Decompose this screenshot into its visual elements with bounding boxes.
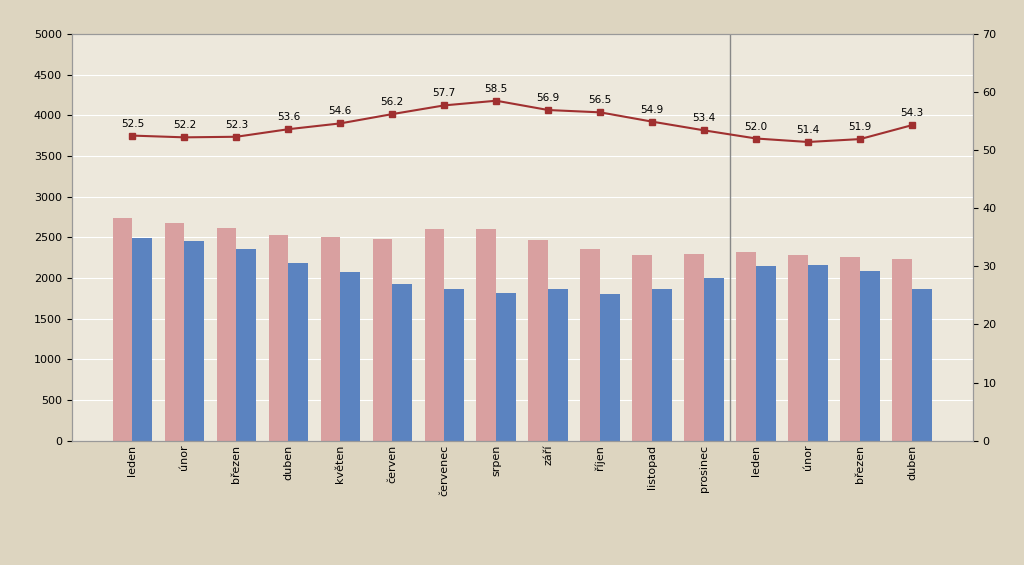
Bar (425, 229, 444, 441)
Bar (808, 265, 827, 441)
Bar (165, 223, 184, 441)
Bar (476, 229, 497, 441)
Bar (392, 284, 412, 441)
Text: 54.9: 54.9 (641, 105, 664, 115)
Bar (600, 294, 620, 441)
Text: 56.2: 56.2 (381, 97, 403, 107)
Bar (581, 249, 600, 441)
Bar (497, 293, 516, 441)
Bar (321, 237, 340, 441)
Text: 54.6: 54.6 (329, 106, 352, 116)
Bar (132, 238, 153, 441)
Bar (289, 263, 308, 441)
Bar (340, 272, 360, 441)
Text: 53.4: 53.4 (692, 114, 716, 123)
Text: 52.5: 52.5 (121, 119, 144, 129)
Bar (113, 218, 132, 441)
Bar (548, 289, 568, 441)
Text: 57.7: 57.7 (433, 89, 456, 98)
Bar (528, 240, 548, 441)
Bar (184, 241, 204, 441)
Bar (788, 255, 808, 441)
Bar (860, 271, 880, 441)
Text: 54.3: 54.3 (900, 108, 924, 118)
Bar (444, 289, 464, 441)
Bar (373, 239, 392, 441)
Bar (912, 289, 932, 441)
Text: 52.2: 52.2 (173, 120, 196, 131)
Text: 58.5: 58.5 (484, 84, 508, 94)
Bar (705, 278, 724, 441)
Bar (633, 255, 652, 441)
Bar (892, 259, 912, 441)
Text: 51.4: 51.4 (797, 125, 820, 135)
Bar (736, 252, 756, 441)
Bar (217, 228, 237, 441)
Bar (652, 289, 672, 441)
Text: 56.9: 56.9 (537, 93, 560, 103)
Bar (237, 249, 256, 441)
Bar (756, 266, 776, 441)
Text: 52.0: 52.0 (744, 121, 768, 132)
Text: 53.6: 53.6 (276, 112, 300, 122)
Text: 51.9: 51.9 (849, 122, 871, 132)
Bar (684, 254, 705, 441)
Bar (841, 257, 860, 441)
Text: 52.3: 52.3 (224, 120, 248, 130)
Bar (268, 235, 289, 441)
Text: 56.5: 56.5 (589, 95, 611, 106)
